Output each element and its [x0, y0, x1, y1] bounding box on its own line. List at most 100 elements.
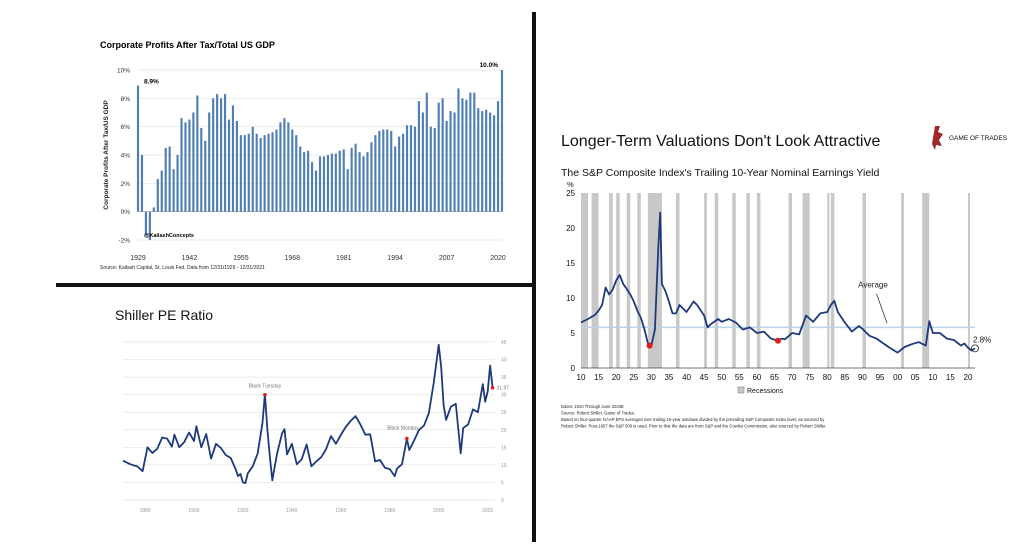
- bar: [184, 122, 187, 212]
- chart-title: Shiller PE Ratio: [115, 307, 213, 323]
- bar: [350, 147, 353, 212]
- y-tick-label: 0: [501, 498, 504, 504]
- x-tick-label: 60: [752, 373, 761, 382]
- bar: [152, 207, 155, 212]
- y-tick-label: 35: [501, 375, 507, 381]
- bar: [405, 125, 409, 212]
- bar: [299, 146, 302, 212]
- earnings-yield-line: [580, 211, 976, 354]
- y-tick-label: 20: [566, 224, 575, 233]
- y-tick-label: 20: [501, 428, 507, 434]
- bar: [239, 135, 242, 212]
- bar: [326, 155, 329, 212]
- bar: [473, 92, 476, 212]
- bar: [287, 122, 290, 212]
- x-tick-label: 1955: [233, 255, 249, 262]
- bar: [188, 119, 191, 212]
- bar: [180, 118, 183, 212]
- x-tick-label: 1960: [335, 508, 346, 514]
- recession-band: [922, 193, 930, 368]
- y-tick-label: 4%: [121, 153, 131, 160]
- x-tick-label: 1940: [286, 508, 297, 514]
- bar: [212, 98, 215, 212]
- recession-band: [756, 193, 761, 368]
- bar: [338, 150, 341, 212]
- pe-line: [122, 343, 494, 485]
- bar: [390, 130, 393, 212]
- x-tick-label: 25: [629, 373, 638, 382]
- bull-icon: [932, 126, 943, 150]
- earnings-yield-chart: Longer-Term Valuations Don't Look Attrac…: [561, 126, 1008, 429]
- bar: [334, 153, 337, 212]
- x-tick-label: 1929: [130, 255, 146, 262]
- x-tick-label: 1994: [387, 255, 403, 262]
- marker-current: [490, 385, 495, 390]
- bar: [386, 129, 389, 212]
- recession-band: [714, 193, 719, 368]
- bar: [144, 211, 147, 236]
- bar: [168, 146, 171, 212]
- bar: [160, 170, 163, 212]
- source-note: Source: Robert Shiller, Game of Trades.: [561, 411, 635, 416]
- x-tick-label: 90: [858, 373, 867, 382]
- bar: [303, 152, 306, 212]
- bar: [465, 99, 468, 212]
- bar: [469, 92, 472, 212]
- x-tick-label: 1900: [188, 508, 199, 514]
- recession-band: [967, 193, 970, 368]
- bar: [489, 112, 492, 212]
- bar: [275, 129, 278, 212]
- y-tick-label: 10: [566, 294, 575, 303]
- profits-chart-panel: Corporate Profits After Tax/Total US GDP…: [80, 30, 530, 280]
- bar: [223, 94, 227, 212]
- x-tick-label: 1880: [139, 508, 150, 514]
- x-tick-label: 45: [700, 373, 709, 382]
- x-tick-label: 00: [893, 373, 902, 382]
- bar: [279, 122, 282, 212]
- bar: [208, 112, 211, 212]
- recession-band: [746, 193, 750, 368]
- y-tick-label: 2%: [121, 181, 131, 188]
- y-tick-label: 5: [571, 329, 576, 338]
- source-note: Dates: 1910 Through June 2023E: [561, 404, 624, 409]
- bar: [283, 118, 286, 212]
- recession-band: [827, 193, 830, 368]
- x-tick-label: 80: [823, 373, 832, 382]
- annotation-end: 10.0%: [480, 62, 499, 69]
- bar: [477, 108, 480, 212]
- annotation-start: 8.9%: [144, 79, 159, 86]
- bar: [346, 169, 349, 212]
- legend-label: Recessions: [747, 388, 784, 395]
- bar: [140, 155, 144, 212]
- shiller-pe-chart: Shiller PE Ratio 0 5 10 15 20 25 30 35 40 45 1880 19…: [115, 307, 510, 514]
- bar: [307, 150, 310, 212]
- x-tick-label: 40: [682, 373, 691, 382]
- y-tick-label: 40: [501, 358, 507, 364]
- recession-band: [591, 193, 599, 368]
- bar: [322, 156, 326, 212]
- y-tick-label: 30: [501, 393, 507, 399]
- y-tick-label: 25: [501, 410, 507, 416]
- recession-band: [616, 193, 620, 368]
- source-note: Robert Shiller. Post-1957 the S&P 500 is…: [561, 424, 826, 429]
- y-tick-label: 0%: [121, 209, 131, 216]
- bar: [243, 135, 246, 212]
- bar: [295, 135, 298, 212]
- annotation-current-value: 31.97: [497, 386, 510, 392]
- bar: [394, 146, 397, 212]
- y-tick-label: 5: [501, 480, 504, 486]
- bar: [398, 136, 401, 212]
- bar: [374, 135, 377, 212]
- bar: [500, 70, 504, 212]
- x-tick-label: 70: [788, 373, 797, 382]
- x-tick-label: 2007: [439, 255, 455, 262]
- bar: [453, 112, 456, 212]
- marker-black-tuesday: [263, 392, 267, 397]
- x-tick-label: 05: [911, 373, 920, 382]
- trough-marker: [775, 337, 781, 344]
- game-of-trades-logo: GAME OF TRADES: [932, 126, 1008, 150]
- bar: [176, 155, 179, 212]
- annotation-black-monday: Black Monday: [387, 426, 419, 432]
- x-tick-label: 30: [647, 373, 656, 382]
- bar: [421, 112, 424, 212]
